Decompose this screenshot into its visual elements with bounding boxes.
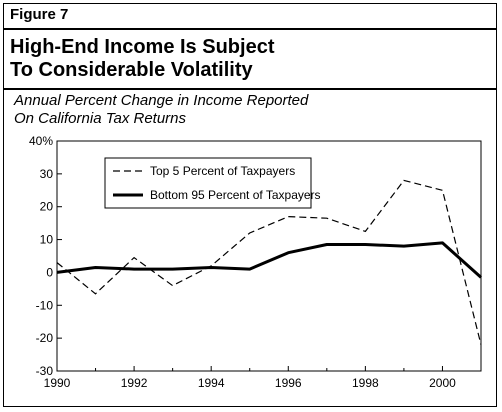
plot-area-border <box>56 140 482 372</box>
legend-label-1: Top 5 Percent of Taxpayers <box>150 164 295 178</box>
x-tick-label: 1998 <box>352 376 379 390</box>
x-tick-label: 1990 <box>44 376 71 390</box>
y-tick-label: -10 <box>36 298 54 312</box>
chart-subtitle-line-1: Annual Percent Change in Income Reported <box>14 92 309 109</box>
x-tick-label: 1996 <box>275 376 302 390</box>
y-tick-label: 30 <box>40 167 54 181</box>
y-tick-label: 0 <box>46 265 53 279</box>
title-divider <box>3 88 497 90</box>
y-tick-label: -30 <box>36 364 54 378</box>
figure-frame <box>3 3 497 407</box>
chart-title-line-2: To Considerable Volatility <box>10 59 253 81</box>
chart-title: High-End Income Is Subject To Considerab… <box>10 36 274 82</box>
x-tick-label: 1994 <box>198 376 225 390</box>
legend-label-2: Bottom 95 Percent of Taxpayers <box>150 188 321 202</box>
x-tick-label: 1992 <box>121 376 148 390</box>
series-line-2 <box>56 241 483 279</box>
y-tick-label: 10 <box>40 233 54 247</box>
y-tick-label: -20 <box>36 331 54 345</box>
y-tick-label: 40% <box>29 134 53 148</box>
chart-subtitle: Annual Percent Change in Income Reported… <box>14 92 308 128</box>
legend-box <box>104 157 312 209</box>
chart-title-line-1: High-End Income Is Subject <box>10 36 275 58</box>
y-tick-label: 20 <box>40 200 54 214</box>
x-tick-label: 2000 <box>429 376 456 390</box>
top-divider <box>3 28 497 30</box>
figure-label: Figure 7 <box>10 6 69 23</box>
chart-subtitle-line-2: On California Tax Returns <box>14 110 187 127</box>
series-line-1 <box>56 179 482 345</box>
